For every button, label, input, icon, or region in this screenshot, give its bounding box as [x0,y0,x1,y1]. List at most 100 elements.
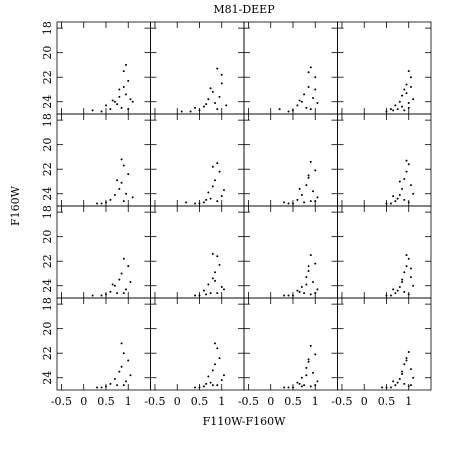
x-tick-label: -0.5 [238,395,259,408]
star-point [211,369,214,372]
star-point [214,271,217,274]
star-point [412,376,415,379]
star-point [216,200,219,203]
star-point [202,201,205,204]
star-point [405,159,408,162]
panel-frame [337,297,432,391]
star-point [116,179,119,182]
star-point [298,99,301,102]
star-point [118,370,121,373]
x-tick-label: 0 [80,395,87,408]
star-point [392,195,395,198]
star-point [113,377,116,380]
star-point [220,379,223,382]
star-point [307,86,310,89]
star-point [202,385,205,388]
star-point [300,100,303,103]
y-tick-label: 24 [41,279,54,293]
star-point [218,357,221,360]
star-point [96,386,99,389]
star-point [189,110,192,113]
star-point [96,202,99,205]
star-point [209,381,212,384]
star-point [122,164,125,167]
star-point [401,281,404,284]
star-point [401,278,404,281]
star-point [211,277,214,280]
star-point [129,281,132,284]
star-point [122,70,125,73]
star-point [205,198,208,201]
star-point [100,294,103,297]
star-point [100,386,103,389]
y-tick-label: 20 [41,230,54,244]
star-point [309,385,312,388]
star-point [125,288,128,291]
star-point [225,104,228,107]
star-point [222,374,225,377]
star-point [216,255,219,258]
star-point [314,292,317,295]
panel-frame [243,205,338,299]
star-point [316,196,319,199]
star-point [316,101,319,104]
star-point [398,180,401,183]
star-point [111,99,114,102]
star-point [309,160,312,163]
star-point [401,94,404,97]
star-point [407,101,410,104]
star-point [216,67,219,70]
star-point [405,265,408,268]
star-point [104,104,107,107]
star-point [222,288,225,291]
x-tick-label: 1 [312,395,319,408]
star-point [303,384,306,387]
y-tick-label: 20 [41,46,54,60]
star-point [194,202,197,205]
star-point [180,110,183,113]
star-point [122,352,125,355]
star-point [305,366,308,369]
star-point [198,202,201,205]
star-point [207,191,210,194]
star-point [109,290,112,293]
y-tick-label: 24 [41,95,54,109]
star-point [202,289,205,292]
star-point [214,279,217,282]
panel-frame [56,205,151,299]
x-tick-label: 0 [361,395,368,408]
star-point [127,265,130,268]
star-point [401,105,404,108]
star-point [109,108,112,111]
star-point [392,288,395,291]
star-point [412,192,415,195]
star-point [407,385,410,388]
star-point [125,380,128,383]
star-point [218,95,221,98]
star-point [113,100,116,103]
x-tick-label: 1 [218,395,225,408]
star-point [122,86,125,89]
star-point [207,375,210,378]
star-point [127,173,130,176]
star-point [118,187,121,190]
star-point [389,108,392,111]
panel-frame [56,113,151,207]
star-point [398,100,401,103]
star-point [122,200,125,203]
x-tick-label: 0.5 [284,395,302,408]
star-point [398,193,401,196]
y-tick-label: 24 [41,187,54,201]
star-point [385,110,388,113]
star-point [120,342,123,345]
star-point [303,201,306,204]
star-point [407,201,410,204]
star-point [291,202,294,205]
star-point [305,106,308,109]
star-point [216,384,219,387]
star-point [405,83,408,86]
star-point [120,272,123,275]
star-point [307,176,310,179]
star-point [129,98,132,101]
